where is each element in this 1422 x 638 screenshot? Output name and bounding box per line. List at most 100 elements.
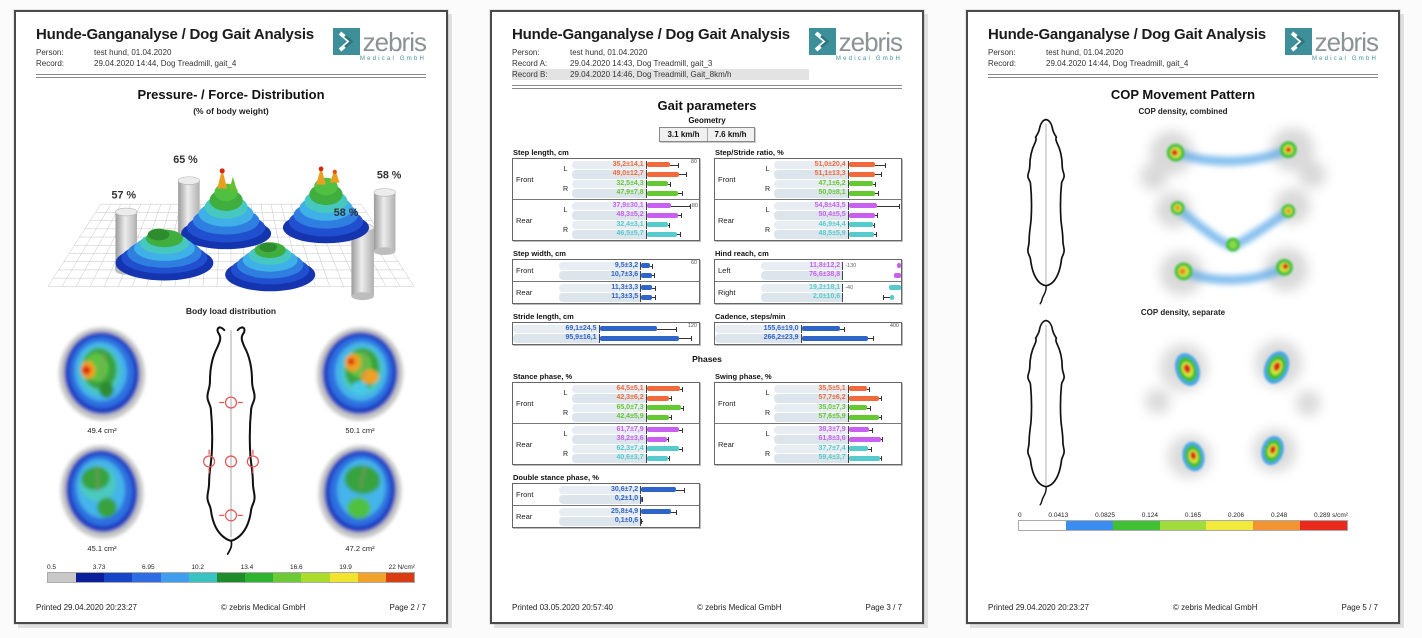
meta-value: 29.04.2020 14:44, Dog Treadmill, gait_4 <box>1046 59 1189 68</box>
value-bar <box>646 395 669 401</box>
value-bar <box>896 263 901 269</box>
param-row: 38,2±3,6 <box>572 435 699 445</box>
speed-button-a[interactable]: 3.1 km/h <box>667 130 700 139</box>
param-group-box: 400 155,6±19,0 266,2±23,9 <box>714 322 902 345</box>
param-value: 0,1±0,6 <box>559 517 641 526</box>
param-group-box: Front L R 35,5±5,1 57,7±6,2 35,0±7,3 57,6±5,9 R… <box>714 382 902 465</box>
param-value: 50,0±8,1 <box>774 189 848 198</box>
percent-label-front-left: 57 % <box>112 189 137 201</box>
param-block-label: Rear <box>516 439 533 449</box>
error-whisker <box>877 203 900 209</box>
value-bar <box>848 427 869 433</box>
cop-hotspots <box>1174 351 1290 472</box>
value-bar <box>641 285 653 291</box>
error-whisker <box>874 232 878 237</box>
param-row: 42,4±5,9 <box>572 413 699 423</box>
paw-area-label: 50.1 cm² <box>345 426 375 435</box>
param-bar-area <box>645 403 699 412</box>
param-block: Rear L R 54,8±43,5 50,4±5,5 46,9±4,4 48,5±5,9 <box>715 199 901 240</box>
param-block: Front L R 35,2±14,1 49,0±12,7 32,5±4,3 47,9±7,… <box>513 159 699 199</box>
gait-parameter-groups: Step length, cm 80 Front L R 35,2±14,1 49,0±12… <box>512 148 902 528</box>
param-bar-area <box>645 454 699 463</box>
param-row: 50,4±5,5 <box>774 211 901 221</box>
param-bar-area <box>640 517 699 526</box>
footer-copyright: © zebris Medical GmbH <box>220 603 306 612</box>
param-row: 51,1±13,3 <box>774 170 901 180</box>
param-block-label: Front <box>516 174 534 184</box>
side-label: R <box>562 226 569 234</box>
logo-wordmark: zebris <box>362 26 427 57</box>
page-header: Hunde-Ganganalyse / Dog Gait Analysis Pe… <box>36 26 427 69</box>
cop-color-scale: 0 0.0413 0.0825 0.124 0.165 0.206 0.248 0.289 s… <box>1018 512 1348 531</box>
param-row: 35,5±5,1 <box>774 384 901 394</box>
meta-label: Record A: <box>512 59 548 68</box>
param-block-label: Front <box>516 398 534 408</box>
param-bar-area <box>847 179 901 188</box>
side-label: R <box>562 450 569 458</box>
param-row: 0,2±1,0 <box>559 495 699 505</box>
error-whisker <box>873 222 876 228</box>
page-header: Hunde-Ganganalyse / Dog Gait Analysis Pe… <box>512 26 903 80</box>
error-whisker <box>666 437 669 442</box>
scale-color-segment <box>1019 521 1066 530</box>
footer-copyright: © zebris Medical GmbH <box>696 603 782 612</box>
cop-combined-label: COP density, combined <box>1138 107 1228 116</box>
param-bar-area <box>847 160 901 169</box>
error-whisker <box>868 427 873 433</box>
param-value: 48,5±5,9 <box>774 230 848 239</box>
cop-markers <box>203 396 259 522</box>
param-bar-area <box>645 394 699 403</box>
error-whisker <box>678 213 682 218</box>
param-bar-area <box>640 271 699 280</box>
param-group-box: 60 Front 9,5±3,2 10,7±3,6 Rear 11,3±3,3 11,3±3… <box>512 259 700 304</box>
side-label: L <box>765 430 770 438</box>
scale-color-segment <box>1300 521 1348 530</box>
param-bar-area: +80 <box>645 201 699 210</box>
page-subtitle: (% of body weight) <box>193 106 269 116</box>
param-bar-area <box>645 425 699 434</box>
param-row: 69,1±24,5 <box>513 324 699 334</box>
value-bar <box>848 162 876 168</box>
param-row: 25,8±4,9 <box>559 507 699 517</box>
side-label: L <box>765 165 770 173</box>
speed-button-b[interactable]: 7.6 km/h <box>706 128 754 141</box>
param-group-box: 80 Front L R 35,2±14,1 49,0±12,7 32,5±4,3 47,9±… <box>512 158 700 241</box>
param-block-label: Rear <box>516 215 533 225</box>
value-bar <box>641 518 642 524</box>
scale-tick-label: 0.248 <box>1270 512 1288 519</box>
param-row: 30,6±7,2 <box>559 485 699 495</box>
param-bar-area <box>842 271 901 280</box>
param-value: 9,5±3,2 <box>559 261 641 270</box>
geometry-label: Geometry <box>688 116 726 125</box>
error-whisker <box>680 386 684 392</box>
error-whisker <box>651 273 656 278</box>
param-value: 69,1±24,5 <box>513 324 599 333</box>
scale-tick-label: 19.9 <box>339 564 352 571</box>
param-bar-area <box>800 324 901 333</box>
percent-label-rear-left: 65 % <box>173 154 198 166</box>
meta-label: Record: <box>988 59 1017 68</box>
side-label: R <box>764 450 771 458</box>
error-whisker <box>679 446 684 452</box>
meta-label: Record: <box>36 59 65 68</box>
pressure-3d-plot: 57 % 65 % 58 % 58 % <box>47 154 415 301</box>
value-bar <box>646 181 669 187</box>
error-whisker <box>671 203 692 209</box>
param-bar-area <box>847 454 901 463</box>
scale-color-segment <box>1206 521 1254 530</box>
meta-label: Person: <box>988 48 1016 57</box>
param-bar-area <box>645 220 699 229</box>
scale-tick-label: 0.206 <box>1227 512 1245 519</box>
param-value: 37,7±7,4 <box>774 444 848 453</box>
value-bar <box>641 294 653 300</box>
param-row: 266,2±23,9 <box>715 334 901 344</box>
error-whisker <box>840 326 846 332</box>
param-group-title: Double stance phase, % <box>513 473 599 482</box>
error-whisker <box>883 295 891 300</box>
bar-overflow-label: +80 <box>688 202 698 209</box>
param-rows: 30,6±7,2 0,2±1,0 <box>559 484 699 505</box>
paw-area-label: 49.4 cm² <box>87 426 117 435</box>
param-value: 95,9±16,1 <box>513 334 599 343</box>
param-value: 61,8±3,6 <box>774 435 848 444</box>
